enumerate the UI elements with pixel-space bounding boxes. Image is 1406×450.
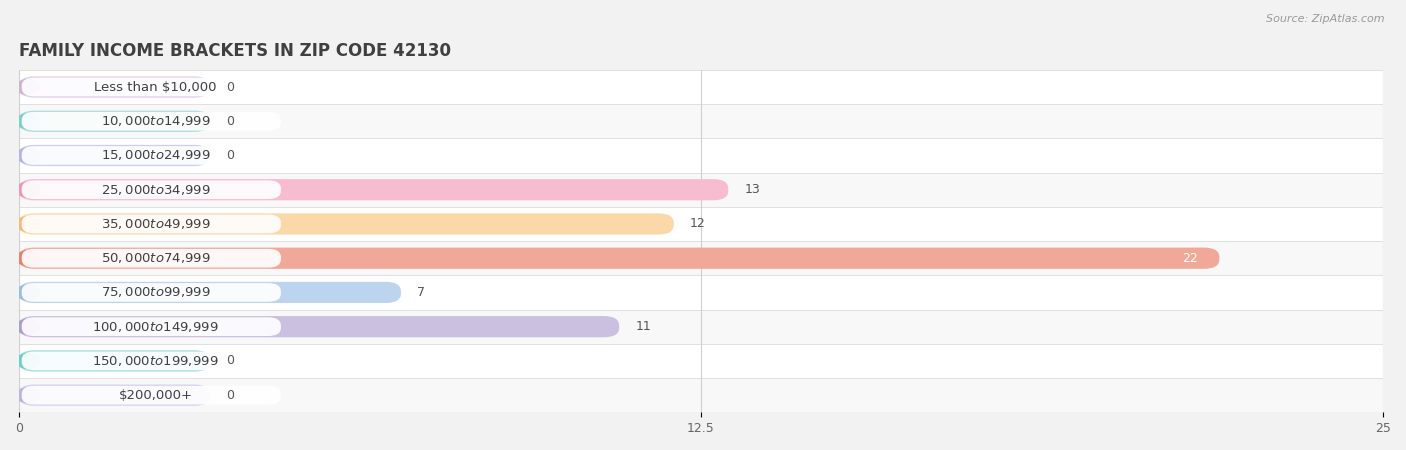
FancyBboxPatch shape <box>20 248 1219 269</box>
FancyBboxPatch shape <box>21 283 281 302</box>
Bar <box>20 344 1384 378</box>
Text: 7: 7 <box>418 286 425 299</box>
Text: 0: 0 <box>226 149 235 162</box>
FancyBboxPatch shape <box>20 282 401 303</box>
FancyBboxPatch shape <box>20 111 209 132</box>
FancyBboxPatch shape <box>20 213 673 234</box>
Text: 0: 0 <box>226 389 235 402</box>
FancyBboxPatch shape <box>20 385 209 406</box>
Text: 0: 0 <box>226 81 235 94</box>
FancyBboxPatch shape <box>20 316 619 338</box>
Text: $150,000 to $199,999: $150,000 to $199,999 <box>93 354 219 368</box>
FancyBboxPatch shape <box>20 179 728 200</box>
Text: FAMILY INCOME BRACKETS IN ZIP CODE 42130: FAMILY INCOME BRACKETS IN ZIP CODE 42130 <box>20 42 451 60</box>
Circle shape <box>17 216 39 231</box>
Text: $10,000 to $14,999: $10,000 to $14,999 <box>101 114 211 128</box>
Circle shape <box>17 148 39 163</box>
Circle shape <box>17 251 39 266</box>
Circle shape <box>17 80 39 94</box>
Text: 12: 12 <box>690 217 706 230</box>
Circle shape <box>17 354 39 369</box>
FancyBboxPatch shape <box>20 350 209 372</box>
FancyBboxPatch shape <box>20 76 209 98</box>
Text: $200,000+: $200,000+ <box>118 389 193 402</box>
Text: Source: ZipAtlas.com: Source: ZipAtlas.com <box>1267 14 1385 23</box>
Text: 13: 13 <box>745 183 761 196</box>
Text: 11: 11 <box>636 320 651 333</box>
FancyBboxPatch shape <box>21 351 281 370</box>
Bar <box>20 104 1384 138</box>
Text: $50,000 to $74,999: $50,000 to $74,999 <box>101 251 211 265</box>
Circle shape <box>17 319 39 334</box>
Circle shape <box>17 388 39 403</box>
FancyBboxPatch shape <box>21 386 281 405</box>
Circle shape <box>17 285 39 300</box>
Text: Less than $10,000: Less than $10,000 <box>94 81 217 94</box>
Text: 22: 22 <box>1182 252 1198 265</box>
Text: 0: 0 <box>226 115 235 128</box>
Text: $15,000 to $24,999: $15,000 to $24,999 <box>101 148 211 162</box>
Bar <box>20 310 1384 344</box>
FancyBboxPatch shape <box>21 317 281 336</box>
Bar <box>20 378 1384 412</box>
FancyBboxPatch shape <box>21 112 281 130</box>
FancyBboxPatch shape <box>21 249 281 268</box>
Bar <box>20 207 1384 241</box>
Text: $35,000 to $49,999: $35,000 to $49,999 <box>101 217 211 231</box>
FancyBboxPatch shape <box>21 146 281 165</box>
Bar <box>20 241 1384 275</box>
Bar <box>20 275 1384 310</box>
Bar <box>20 70 1384 104</box>
Text: $75,000 to $99,999: $75,000 to $99,999 <box>101 285 211 299</box>
FancyBboxPatch shape <box>21 215 281 233</box>
FancyBboxPatch shape <box>20 145 209 166</box>
FancyBboxPatch shape <box>21 180 281 199</box>
Text: $25,000 to $34,999: $25,000 to $34,999 <box>101 183 211 197</box>
Text: 0: 0 <box>226 355 235 367</box>
Circle shape <box>17 114 39 129</box>
Circle shape <box>17 182 39 197</box>
Text: $100,000 to $149,999: $100,000 to $149,999 <box>93 320 219 334</box>
Bar <box>20 138 1384 173</box>
FancyBboxPatch shape <box>21 78 281 96</box>
Bar <box>20 173 1384 207</box>
